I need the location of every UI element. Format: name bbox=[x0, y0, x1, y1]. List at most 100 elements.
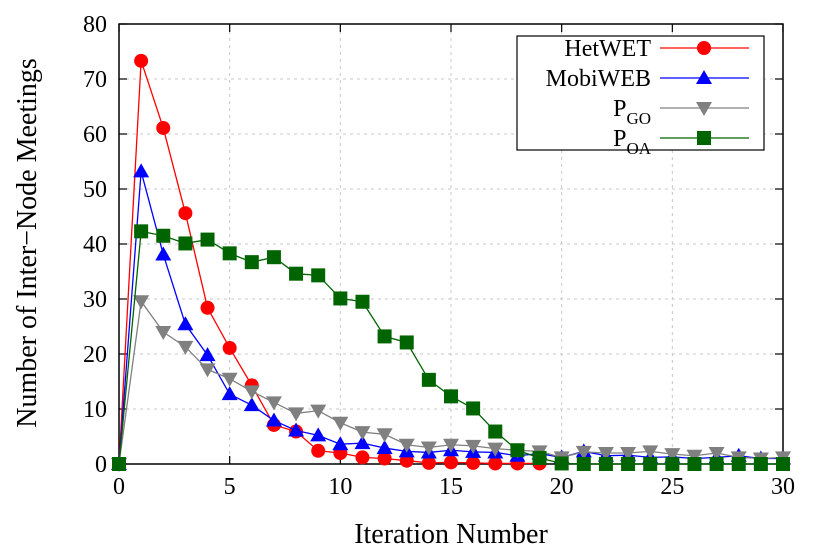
data-point bbox=[354, 426, 371, 441]
data-point bbox=[311, 443, 326, 458]
data-point bbox=[421, 455, 436, 470]
data-point bbox=[332, 436, 349, 451]
y-axis-label: Number of Inter−Node Meetings bbox=[12, 58, 43, 428]
legend-label: MobiWEB bbox=[546, 66, 651, 92]
data-point bbox=[421, 372, 436, 387]
data-point bbox=[444, 389, 458, 404]
data-point bbox=[243, 397, 260, 412]
data-point bbox=[776, 457, 790, 471]
series-p-oa bbox=[112, 224, 790, 471]
x-tick-label: 25 bbox=[660, 474, 684, 500]
data-point bbox=[221, 372, 238, 387]
data-point bbox=[399, 335, 414, 350]
data-point bbox=[575, 445, 592, 460]
y-tick-label: 10 bbox=[83, 397, 107, 423]
legend-box bbox=[516, 35, 765, 151]
legend-swatch-marker bbox=[696, 70, 712, 84]
data-point bbox=[199, 347, 216, 362]
x-axis-label: Iteration Number bbox=[354, 519, 548, 550]
x-tick-label: 10 bbox=[328, 474, 352, 500]
y-tick-label: 80 bbox=[83, 12, 107, 38]
legend-swatch-marker bbox=[697, 131, 711, 145]
series-hetwet bbox=[112, 53, 547, 471]
data-point bbox=[532, 450, 547, 465]
data-point bbox=[133, 295, 150, 310]
data-point bbox=[597, 447, 614, 461]
data-point bbox=[376, 428, 393, 443]
data-point bbox=[221, 386, 238, 401]
data-point bbox=[177, 340, 194, 355]
data-point bbox=[465, 439, 482, 454]
data-point bbox=[222, 246, 237, 261]
data-point bbox=[620, 447, 637, 461]
data-point bbox=[155, 246, 172, 261]
data-point bbox=[134, 53, 149, 68]
x-tick-label: 15 bbox=[439, 474, 463, 500]
data-point bbox=[466, 455, 481, 470]
series-group bbox=[111, 53, 791, 472]
data-point bbox=[200, 232, 215, 247]
y-tick-label: 40 bbox=[83, 232, 107, 258]
data-point bbox=[354, 435, 371, 450]
data-point bbox=[708, 447, 725, 461]
data-point bbox=[731, 457, 746, 471]
y-tick-label: 0 bbox=[95, 452, 107, 478]
data-point bbox=[420, 441, 437, 456]
data-point bbox=[377, 451, 392, 466]
x-tick-label: 5 bbox=[224, 474, 236, 500]
data-point bbox=[554, 456, 569, 471]
data-point bbox=[466, 401, 481, 416]
data-point bbox=[687, 457, 702, 471]
data-point bbox=[288, 422, 305, 437]
data-point bbox=[266, 250, 281, 265]
data-point bbox=[576, 457, 591, 471]
data-point bbox=[177, 316, 194, 331]
data-point bbox=[310, 427, 327, 442]
data-point bbox=[178, 236, 193, 251]
data-point bbox=[244, 255, 259, 270]
data-point bbox=[643, 457, 658, 471]
legend-label: HetWET bbox=[564, 36, 651, 62]
y-tick-label: 20 bbox=[83, 342, 107, 368]
data-point bbox=[709, 457, 724, 471]
data-point bbox=[510, 443, 525, 458]
data-point bbox=[310, 404, 327, 419]
data-point bbox=[289, 266, 304, 281]
y-tick-label: 50 bbox=[83, 177, 107, 203]
data-point bbox=[753, 457, 768, 471]
legend-item: HetWET bbox=[564, 36, 749, 62]
data-point bbox=[288, 407, 305, 422]
data-point bbox=[332, 416, 349, 431]
data-point bbox=[598, 457, 613, 471]
data-point bbox=[398, 438, 415, 453]
y-tick-label: 30 bbox=[83, 287, 107, 313]
data-point bbox=[488, 424, 503, 439]
legend-label: PGO bbox=[613, 96, 651, 128]
legend-item: POA bbox=[613, 126, 749, 158]
data-point bbox=[311, 268, 326, 283]
data-point bbox=[686, 449, 703, 464]
data-point bbox=[376, 440, 393, 455]
x-tick-label: 20 bbox=[550, 474, 574, 500]
data-point bbox=[134, 224, 149, 239]
legend-swatch-marker bbox=[697, 41, 711, 55]
data-point bbox=[178, 206, 193, 221]
legend-swatch-marker bbox=[696, 102, 712, 116]
data-point bbox=[156, 120, 171, 135]
data-point bbox=[621, 457, 636, 471]
data-point bbox=[200, 300, 215, 315]
data-point bbox=[243, 385, 260, 400]
y-tick-label: 70 bbox=[83, 67, 107, 93]
legend-label: POA bbox=[613, 126, 652, 158]
data-point bbox=[443, 438, 459, 453]
data-point bbox=[487, 442, 504, 457]
data-point bbox=[199, 363, 216, 378]
x-tick-label: 30 bbox=[771, 474, 795, 500]
data-point bbox=[665, 457, 680, 471]
data-point bbox=[377, 329, 392, 344]
legend-item: MobiWEB bbox=[546, 66, 749, 92]
data-point bbox=[265, 412, 282, 427]
y-tick-label: 60 bbox=[83, 122, 107, 148]
